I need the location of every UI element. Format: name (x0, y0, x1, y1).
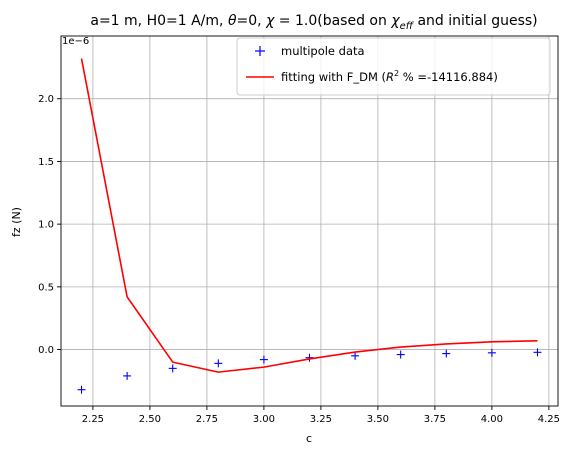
title-part-4: and initial guess) (413, 13, 538, 29)
x-tick-label: 3.50 (367, 414, 389, 425)
y-tick-label: 2.0 (38, 94, 54, 105)
multipole-data-point (533, 348, 542, 357)
multipole-data-point (396, 350, 405, 359)
title-chi-eff: χ (390, 13, 400, 29)
chart-title: a=1 m, H0=1 A/m, θ=0, χ = 1.0(based on χ… (90, 13, 537, 32)
x-tick-label: 2.50 (139, 414, 161, 425)
multipole-data-point (214, 359, 223, 368)
legend-label-fitting: fitting with F_DM (R2 % =-14116.884) (281, 69, 498, 84)
x-tick-label: 4.00 (481, 414, 503, 425)
x-tick-label: 3.25 (310, 414, 332, 425)
legend-fit-sup: 2 (394, 69, 399, 78)
title-eff-subscript: eff (400, 21, 415, 32)
y-axis-label: fz (N) (10, 207, 23, 237)
legend: multipole data fitting with F_DM (R2 % =… (236, 37, 551, 96)
y-tick-label: 1.5 (38, 157, 54, 168)
title-part-1: a=1 m, H0=1 A/m, (90, 13, 228, 29)
y-tick-label: 0.5 (38, 282, 54, 293)
title-part-2: =0, (237, 13, 267, 29)
ticks: 2.25 2.50 2.75 3.00 3.25 3.50 3.75 4.00 4.25 0.0 0… (38, 94, 560, 425)
legend-fit-prefix: fitting with F_DM ( (281, 70, 386, 84)
x-tick-label: 4.25 (538, 414, 560, 425)
multipole-data-point (305, 353, 314, 362)
x-tick-label: 3.00 (253, 414, 275, 425)
multipole-data-point (123, 371, 132, 380)
legend-marker-multipole (255, 46, 265, 56)
x-tick-label: 3.75 (424, 414, 446, 425)
title-part-3: = 1.0(based on (274, 13, 391, 29)
title-chi: χ (265, 13, 275, 29)
legend-label-multipole: multipole data (281, 44, 365, 58)
legend-box (236, 37, 551, 96)
multipole-data-point (487, 348, 496, 357)
multipole-data-point (442, 349, 451, 358)
plot-data (77, 58, 542, 394)
x-tick-label: 2.25 (82, 414, 104, 425)
title-theta: θ (228, 13, 237, 29)
x-tick-label: 2.75 (196, 414, 218, 425)
multipole-data-point (351, 351, 360, 360)
x-axis-label: c (306, 432, 312, 445)
y-offset-label: 1e−6 (62, 36, 89, 47)
multipole-data-point (168, 364, 177, 373)
grid (61, 36, 558, 406)
y-tick-label: 0.0 (38, 345, 54, 356)
multipole-data-point (259, 355, 268, 364)
legend-fit-r: R (386, 70, 394, 84)
legend-fit-suffix: % =-14116.884) (399, 70, 498, 84)
axes-frame (60, 35, 559, 407)
multipole-data-point (77, 385, 86, 394)
fitting-series-line (80, 58, 538, 373)
axes (60, 35, 559, 407)
y-tick-label: 1.0 (38, 220, 54, 231)
